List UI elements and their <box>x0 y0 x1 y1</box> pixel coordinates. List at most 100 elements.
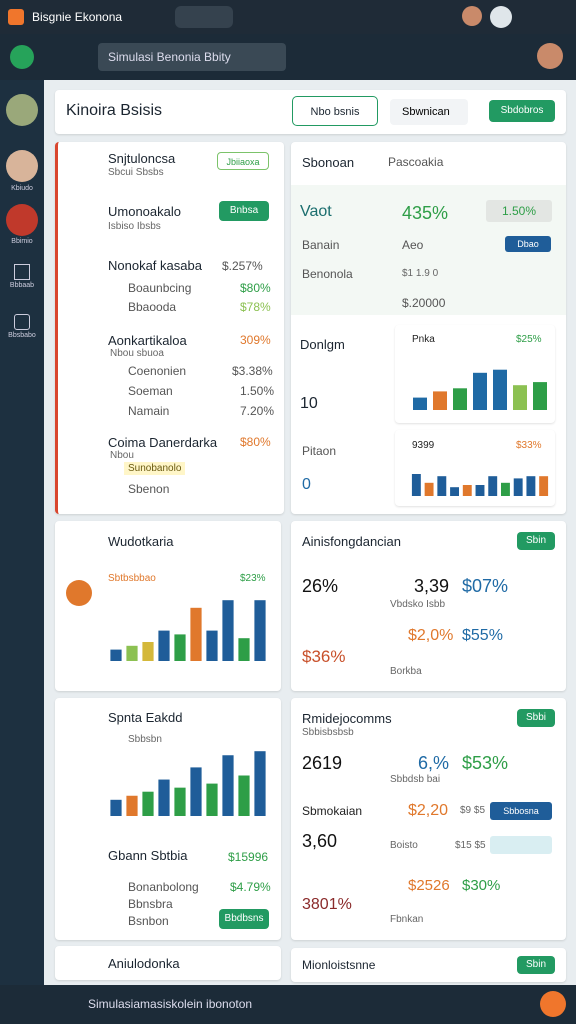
bar <box>110 799 122 816</box>
bar <box>493 369 507 410</box>
button[interactable]: Sbbosna <box>490 802 552 820</box>
bar <box>424 482 434 496</box>
bar <box>450 487 459 496</box>
bar <box>206 783 218 816</box>
stat-sub: Borkba <box>390 666 422 677</box>
row-value: 1.50% <box>240 384 275 398</box>
chart-value: $33% <box>516 440 542 451</box>
nav-icon[interactable] <box>14 264 30 280</box>
mini-chart <box>413 369 547 410</box>
item-title: Umonoakalo <box>108 204 181 219</box>
card-title: Wudotkaria <box>108 534 174 549</box>
card-title: Aniulodonka <box>108 956 180 971</box>
button[interactable]: Bbdbsns <box>219 909 269 929</box>
nav-icon[interactable] <box>14 314 30 330</box>
stat-value: $2526 <box>408 877 450 894</box>
button[interactable]: Dbao <box>505 236 551 252</box>
mini-chart <box>110 751 266 816</box>
stat-value: 0 <box>302 476 311 493</box>
fab[interactable] <box>540 991 566 1017</box>
chart-value: $25% <box>516 334 542 345</box>
bar <box>222 755 234 816</box>
mini-chart <box>110 600 266 661</box>
stat-label: Donlgm <box>300 337 345 352</box>
button[interactable]: Sbin <box>517 532 555 550</box>
toolbar <box>0 34 576 80</box>
row-value: $80% <box>240 281 271 295</box>
toggle[interactable] <box>175 6 233 28</box>
collapsed-card[interactable] <box>55 946 281 980</box>
chart-card <box>55 698 281 940</box>
button[interactable]: Nbo bsnis <box>292 96 378 126</box>
avatar[interactable] <box>537 43 563 69</box>
stat-value: 2619 <box>302 753 343 773</box>
item-sub: Isbiso Ibsbs <box>108 221 161 232</box>
avatar[interactable] <box>6 94 38 126</box>
chart-value: $23% <box>240 573 266 584</box>
tag: Sunobanolo <box>124 462 186 475</box>
bar <box>488 476 498 496</box>
button[interactable]: Sbin <box>517 956 555 974</box>
stat-label: Benonola <box>302 267 353 281</box>
bar <box>433 391 447 410</box>
stat-value: 3,60 <box>302 831 338 851</box>
bottom-bar <box>0 985 576 1024</box>
bar <box>513 478 523 496</box>
item-value: $.257% <box>222 259 263 273</box>
row-value: 7.20% <box>240 404 275 418</box>
chart-label: Sbbsbn <box>128 734 162 745</box>
bar <box>174 634 186 661</box>
bar <box>453 388 467 410</box>
item-title: Coima Danerdarka <box>108 435 218 450</box>
button[interactable]: Bnbsa <box>219 201 269 221</box>
stat-sub: Sbbdsb bai <box>390 774 441 785</box>
button[interactable]: Sbbi <box>517 709 555 727</box>
row-label: Soeman <box>128 384 173 398</box>
app-icon <box>8 9 24 25</box>
bar <box>190 607 202 661</box>
search-box[interactable]: Simulasi Benonia Bbity <box>98 43 286 71</box>
stat-value: $55% <box>462 627 503 644</box>
bar <box>513 385 527 410</box>
item-sub: Sbcui Sbsbs <box>108 167 164 178</box>
stat-value: 3,39 <box>414 576 450 596</box>
bar <box>158 630 170 661</box>
sidebar-label: Bbsbabo <box>8 332 36 339</box>
row-label: Sbenon <box>128 482 170 496</box>
stat-value: $1 1.9 0 <box>402 268 439 279</box>
item-value: 309% <box>240 333 271 347</box>
stat-label: Boisto <box>390 840 418 851</box>
stat-value: Aeo <box>402 238 424 252</box>
bar <box>501 482 510 496</box>
button[interactable]: Sbdobros <box>489 100 555 122</box>
bar <box>142 791 154 816</box>
nav-icon[interactable] <box>6 204 38 236</box>
icon <box>66 580 92 606</box>
row-label: Bonanbolong <box>128 880 199 894</box>
header-title[interactable]: Kinoira Bsisis <box>66 102 163 119</box>
stat-value: 6,% <box>418 753 450 773</box>
bar <box>254 751 266 816</box>
stat-sub: Vbdsko Isbb <box>390 599 446 610</box>
logo[interactable] <box>10 45 34 69</box>
item-sub: Nbou <box>110 450 134 461</box>
card-title: Ainisfongdancian <box>302 534 402 549</box>
avatar[interactable] <box>490 6 512 28</box>
chart-card <box>55 521 281 691</box>
bar <box>126 795 138 816</box>
bar <box>526 476 536 496</box>
avatar[interactable] <box>6 150 38 182</box>
search[interactable]: Sbwnican <box>390 99 468 125</box>
chart-label: 9399 <box>412 440 435 451</box>
row-label: Bbnsbra <box>128 897 173 911</box>
stat-label: Banain <box>302 238 340 252</box>
stat-label: Vaot <box>300 203 332 220</box>
bar <box>413 397 427 410</box>
tag[interactable]: Jbiiaoxa <box>217 152 269 170</box>
card-title: Gbann Sbtbia <box>108 848 188 863</box>
chart-label: Pnka <box>412 334 435 345</box>
avatar[interactable] <box>462 6 482 26</box>
sidebar-label: Kbiudo <box>11 185 33 192</box>
stat-value: $2,20 <box>408 802 449 819</box>
